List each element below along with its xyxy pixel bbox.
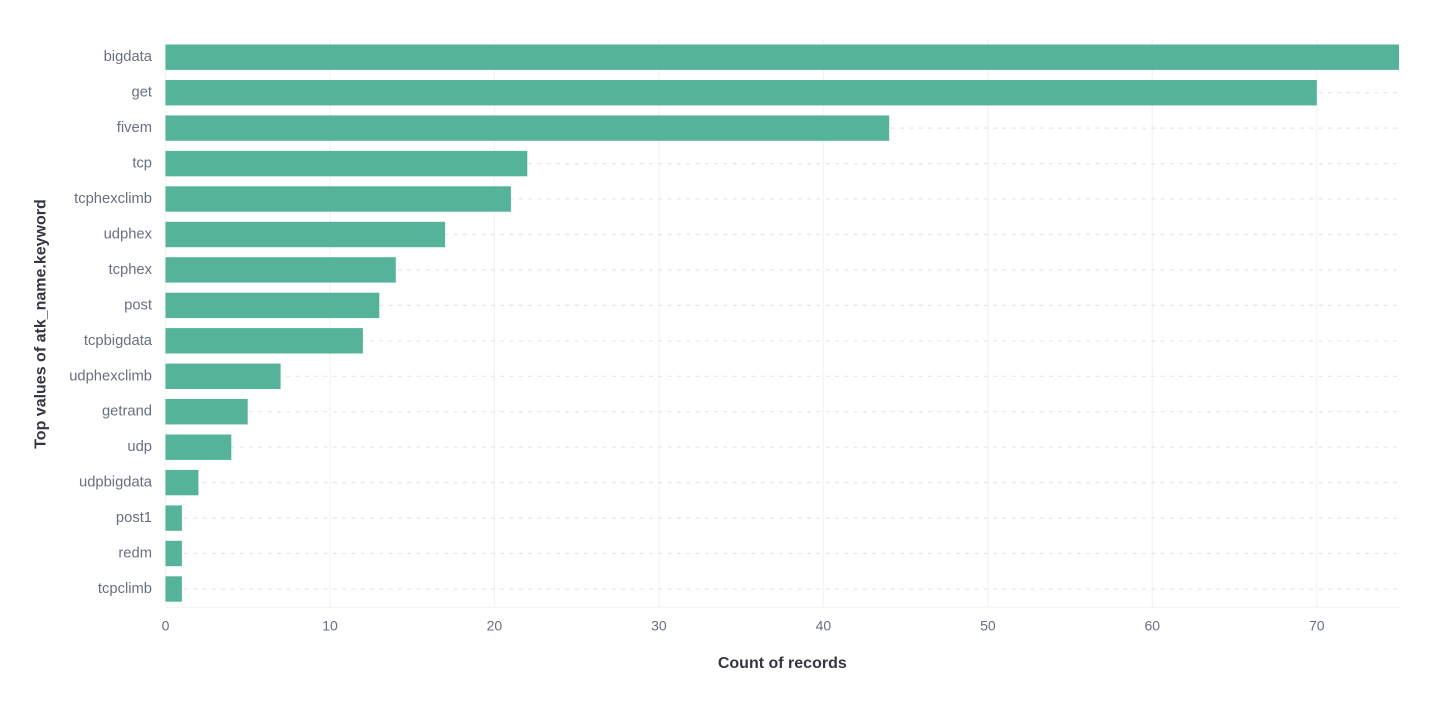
svg-text:50: 50	[980, 618, 996, 634]
svg-text:udpbigdata: udpbigdata	[79, 475, 153, 491]
svg-text:getrand: getrand	[102, 404, 152, 420]
svg-text:40: 40	[816, 618, 832, 634]
svg-text:post1: post1	[116, 510, 152, 526]
svg-text:tcphex: tcphex	[109, 262, 153, 278]
svg-text:get: get	[131, 85, 152, 101]
svg-text:udphexclimb: udphexclimb	[69, 368, 152, 384]
svg-text:Count of records: Count of records	[718, 655, 847, 672]
svg-text:tcp: tcp	[132, 156, 152, 172]
svg-text:udp: udp	[127, 439, 152, 455]
svg-text:redm: redm	[118, 546, 152, 562]
svg-text:70: 70	[1309, 618, 1325, 634]
svg-text:tcphexclimb: tcphexclimb	[74, 191, 152, 207]
svg-text:bigdata: bigdata	[104, 49, 153, 65]
svg-text:10: 10	[322, 618, 338, 634]
svg-text:60: 60	[1145, 618, 1161, 634]
svg-text:30: 30	[651, 618, 667, 634]
svg-text:20: 20	[487, 618, 503, 634]
svg-text:0: 0	[162, 618, 170, 634]
svg-text:udphex: udphex	[104, 227, 153, 243]
svg-text:tcpclimb: tcpclimb	[98, 581, 152, 597]
svg-text:Top values of atk_name.keyword: Top values of atk_name.keyword	[33, 199, 50, 449]
svg-text:post: post	[124, 297, 152, 313]
svg-text:tcpbigdata: tcpbigdata	[84, 333, 153, 349]
svg-text:fivem: fivem	[117, 120, 152, 136]
